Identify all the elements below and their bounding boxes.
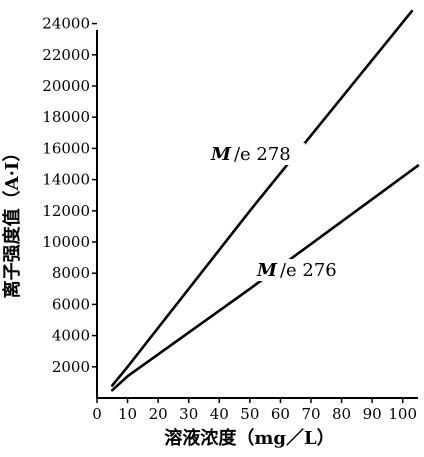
y-tick-label: 22000 xyxy=(42,46,90,64)
y-tick-label: 4000 xyxy=(52,327,90,345)
y-tick-label: 16000 xyxy=(42,139,90,157)
x-tick-label: 50 xyxy=(240,405,259,423)
y-tick-label: 24000 xyxy=(42,15,90,33)
x-tick-label: 40 xyxy=(210,405,229,423)
x-tick-label: 90 xyxy=(363,405,382,423)
series-label-backing xyxy=(253,259,351,281)
series-label-backing xyxy=(207,143,305,165)
tick-labels: 2000 4000 6000 8000 10000 12000 14000 16000 1800… xyxy=(42,15,417,423)
y-tick-label: 8000 xyxy=(52,264,90,282)
y-tick-label: 14000 xyxy=(42,171,90,189)
series-label-m: M xyxy=(210,144,232,165)
x-tick-label: 20 xyxy=(149,405,168,423)
x-tick-label: 0 xyxy=(92,405,102,423)
series-label-2: M/e 276 xyxy=(256,260,337,281)
x-tick-label: 80 xyxy=(332,405,351,423)
series-label-rest: /e 278 xyxy=(234,144,291,165)
series-label-1: M/e 278 xyxy=(210,144,291,165)
series-line-1 xyxy=(111,9,414,387)
y-tick-label: 10000 xyxy=(42,233,90,251)
y-tick-label: 2000 xyxy=(52,358,90,376)
y-tick-label: 6000 xyxy=(52,295,90,313)
x-tick-label: 60 xyxy=(271,405,290,423)
y-tick-label: 18000 xyxy=(42,108,90,126)
y-tick-label: 20000 xyxy=(42,77,90,95)
y-axis-title: 离子强度值（A·I） xyxy=(1,144,23,299)
axes xyxy=(92,22,418,403)
series-lines xyxy=(111,9,420,392)
x-tick-label: 30 xyxy=(179,405,198,423)
series-label-rest: /e 276 xyxy=(280,260,337,281)
x-tick-label: 10 xyxy=(118,405,137,423)
series-line-2 xyxy=(111,164,420,392)
x-tick-label: 100 xyxy=(388,405,417,423)
series-label-m: M xyxy=(256,260,278,281)
y-tick-label: 12000 xyxy=(42,202,90,220)
x-tick-label: 70 xyxy=(301,405,320,423)
x-axis-title: 溶液浓度（mg／L） xyxy=(164,427,334,449)
